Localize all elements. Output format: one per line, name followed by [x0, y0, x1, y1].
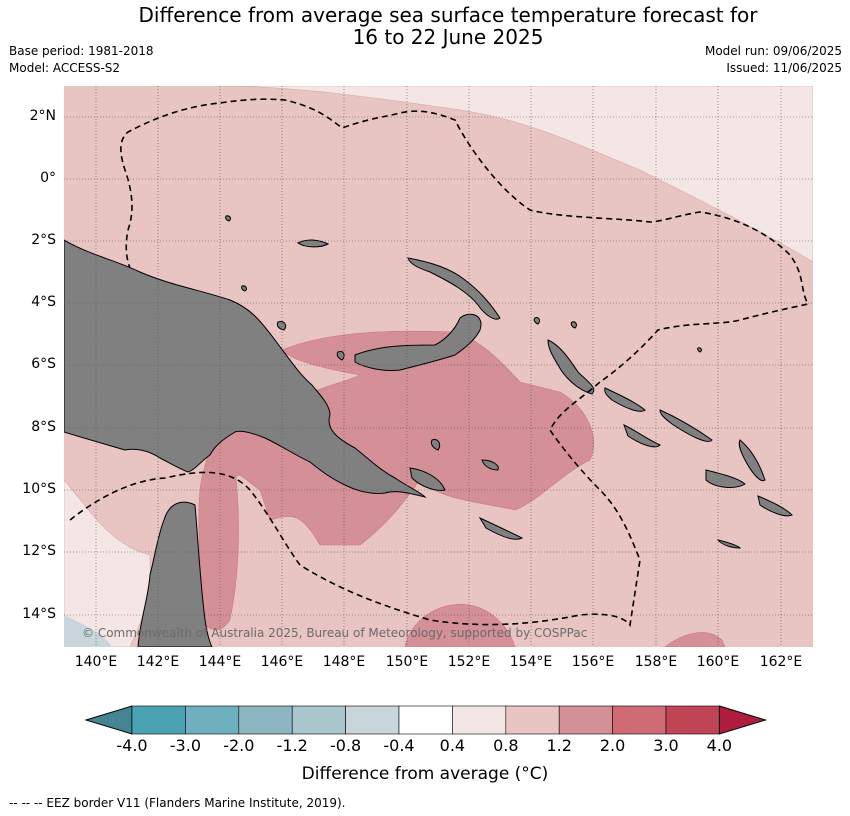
- title-line-2: 16 to 22 June 2025: [352, 25, 544, 49]
- longitude-label: 140°E: [74, 654, 118, 670]
- land-islet-4: [225, 215, 231, 222]
- colorbar-tick-label: -4.0: [116, 736, 148, 755]
- colorbar-tick-label: 4.0: [706, 736, 733, 755]
- longitude-label: 156°E: [571, 654, 615, 670]
- latitude-label: 6°S: [31, 356, 56, 372]
- land-malaita: [738, 439, 766, 482]
- base-period: Base period: 1981-2018: [9, 44, 154, 58]
- colorbar-tick-label: 0.4: [439, 736, 466, 755]
- colorbar-tick-label: -1.2: [276, 736, 308, 755]
- land-woodlark: [481, 459, 499, 471]
- longitude-label: 158°E: [634, 654, 678, 670]
- land-umboi: [276, 321, 287, 331]
- land-guadalcanal: [705, 469, 746, 488]
- colorbar-segment: [291, 705, 346, 735]
- colorbar-segment: [665, 705, 720, 735]
- land-islet-1: [336, 351, 345, 361]
- model-run: Model run: 09/06/2025: [704, 44, 842, 58]
- latitude-label: 10°S: [22, 481, 56, 497]
- issued-date: Issued: 11/06/2025: [726, 61, 842, 75]
- land-santa-isabel: [659, 409, 713, 442]
- longitude-label: 150°E: [385, 654, 429, 670]
- colorbar-segment: [185, 705, 240, 735]
- longitude-label: 144°E: [198, 654, 242, 670]
- latitude-label: 12°S: [22, 543, 56, 559]
- land-manus: [297, 239, 330, 248]
- colorbar-extend-low: [84, 705, 133, 735]
- colorbar-tick-label: -3.0: [169, 736, 201, 755]
- latitude-label: 8°S: [31, 419, 56, 435]
- anomaly-band-cool: [64, 615, 112, 647]
- title-line-1: Difference from average sea surface temp…: [138, 3, 758, 27]
- sst-map: [64, 86, 813, 647]
- colorbar-segment: [238, 705, 293, 735]
- latitude-label: 2°N: [29, 108, 56, 124]
- land-new-ireland: [407, 257, 501, 320]
- longitude-label: 146°E: [260, 654, 304, 670]
- land-islet-5: [241, 285, 247, 292]
- colorbar-extend-high: [718, 705, 768, 735]
- map-title: Difference from average sea surface temp…: [0, 4, 850, 48]
- model-name: Model: ACCESS-S2: [9, 61, 121, 75]
- colorbar-segment: [558, 705, 613, 735]
- anomaly-band-1-2-2-0-southeast: [664, 632, 726, 647]
- colorbar-tick-label: -0.8: [329, 736, 362, 755]
- land-bougainville: [547, 339, 595, 395]
- land-louisiade: [478, 516, 524, 540]
- longitude-label: 148°E: [322, 654, 366, 670]
- latitude-label: 0°: [40, 170, 56, 186]
- latitude-label: 14°S: [22, 606, 56, 622]
- land-kiriwina: [430, 439, 441, 451]
- longitude-label: 152°E: [447, 654, 491, 670]
- land-islet-6: [697, 347, 702, 353]
- colorbar-tick-label: -0.4: [383, 736, 415, 755]
- longitude-label: 160°E: [696, 654, 740, 670]
- eez-border: [69, 98, 810, 628]
- land-rennell: [716, 539, 742, 549]
- colorbar-title: Difference from average (°C): [301, 764, 549, 784]
- land-fergusson: [409, 467, 446, 491]
- graticule: [64, 86, 813, 647]
- land-islet-3: [533, 317, 540, 325]
- eez-legend-note: -- -- -- EEZ border V11 (Flanders Marine…: [9, 796, 346, 810]
- longitude-label: 142°E: [136, 654, 180, 670]
- longitude-label: 154°E: [509, 654, 553, 670]
- land-new-guinea: [64, 239, 427, 498]
- colorbar-segment: [131, 705, 186, 735]
- land-new-georgia: [623, 424, 661, 448]
- copyright-notice: © Commonwealth of Australia 2025, Bureau…: [82, 626, 588, 640]
- colorbar-segment: [612, 705, 667, 735]
- colorbar-tick-label: 2.0: [599, 736, 626, 755]
- land-islet-2: [570, 321, 577, 329]
- meta-right: Model run: 09/06/2025 Issued: 11/06/2025: [705, 43, 842, 77]
- latitude-label: 4°S: [31, 294, 56, 310]
- meta-left: Base period: 1981-2018 Model: ACCESS-S2: [9, 43, 154, 77]
- colorbar-tick-label: 0.8: [493, 736, 519, 755]
- colorbar-segment: [398, 705, 453, 735]
- land-new-britain: [354, 313, 482, 371]
- colorbar-tick-label: 1.2: [546, 736, 572, 755]
- land-makira: [757, 495, 793, 517]
- land-choiseul: [604, 387, 646, 412]
- colorbar-segment: [345, 705, 400, 735]
- colorbar-tick-label: -2.0: [223, 736, 255, 755]
- latitude-label: 2°S: [31, 232, 56, 248]
- colorbar-segment: [505, 705, 560, 735]
- land-cape-york: [137, 501, 213, 647]
- longitude-label: 162°E: [759, 654, 803, 670]
- colorbar-segment: [452, 705, 507, 735]
- colorbar-tick-label: 3.0: [653, 736, 679, 755]
